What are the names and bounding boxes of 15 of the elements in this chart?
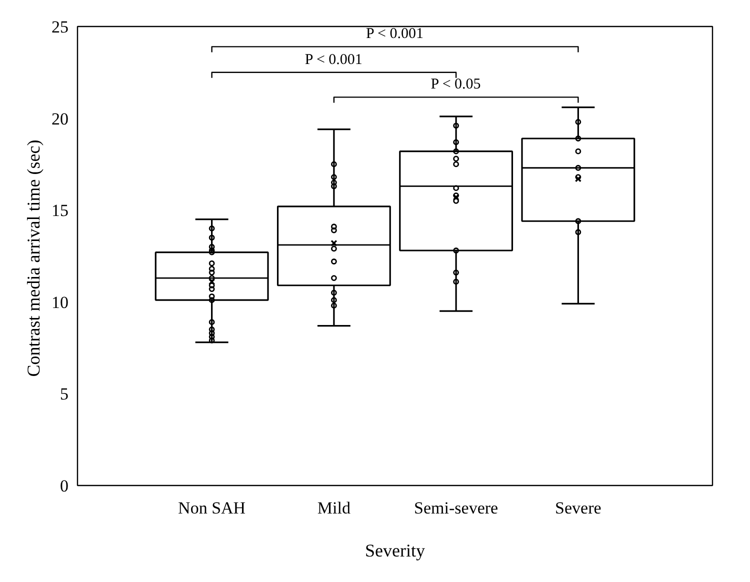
y-tick-label: 20 [52, 109, 68, 128]
x-tick-label: Mild [317, 498, 351, 518]
annotation: P < 0.001 [366, 26, 424, 42]
x-tick-label: Severe [555, 498, 602, 518]
annotation: P < 0.05 [430, 76, 481, 93]
y-tick-label: 10 [52, 292, 68, 312]
y-axis-title: Contrast media arrival time (sec) [24, 140, 44, 377]
x-axis-title: Severity [365, 540, 426, 560]
y-tick-label: 25 [52, 18, 68, 36]
x-tick-label: Semi-severe [414, 498, 498, 518]
y-tick-label: 15 [52, 201, 68, 220]
y-tick-label: 0 [60, 476, 68, 496]
annotation: P < 0.001 [304, 52, 362, 68]
y-tick-label: 5 [60, 384, 68, 404]
x-tick-label: Non SAH [178, 498, 246, 518]
